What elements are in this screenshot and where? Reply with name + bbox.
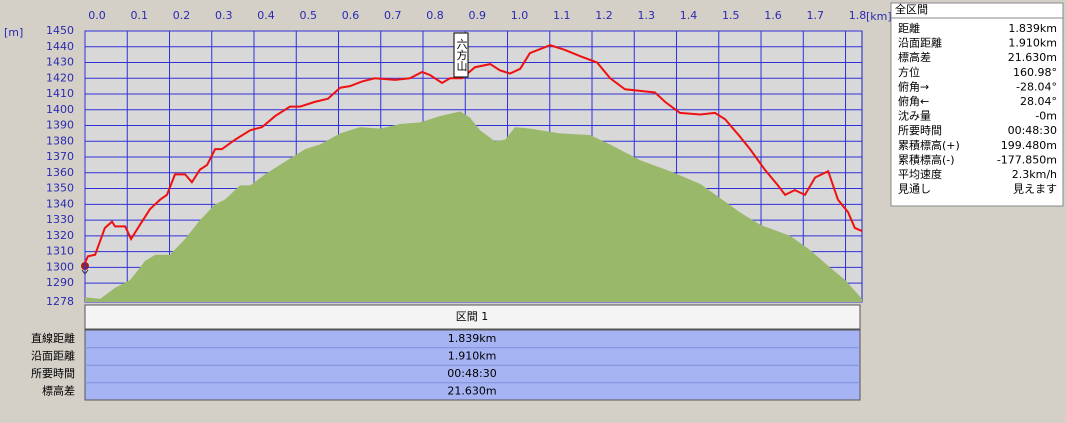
y-tick-label: 1450 <box>46 24 74 37</box>
y-tick-label: 1410 <box>46 87 74 100</box>
section-label: 沿面距離 <box>31 349 75 363</box>
x-tick-label: 1.3 <box>638 9 656 22</box>
panel-label: 距離 <box>898 21 920 35</box>
panel-label: 平均速度 <box>898 167 942 181</box>
x-tick-label: 1.8 <box>849 9 867 22</box>
y-tick-label: 1360 <box>46 166 74 179</box>
panel-label: 沈み量 <box>898 109 931 123</box>
x-tick-label: 0.4 <box>257 9 275 22</box>
x-tick-label: 0.1 <box>131 9 149 22</box>
panel-value: 00:48:30 <box>1008 124 1057 137</box>
x-tick-label: 1.2 <box>595 9 613 22</box>
x-tick-label: 0.2 <box>173 9 191 22</box>
x-tick-label: 1.4 <box>680 9 698 22</box>
y-tick-label: 1290 <box>46 276 74 289</box>
panel-value: -177.850m <box>997 153 1057 166</box>
y-tick-label: 1380 <box>46 134 74 147</box>
panel-label: 沿面距離 <box>898 36 942 50</box>
terrain-area <box>85 111 862 303</box>
panel-value: -28.04° <box>1016 80 1057 93</box>
x-tick-label: 1.0 <box>511 9 529 22</box>
panel-label: 俯角← <box>898 94 929 108</box>
panel-value: 21.630m <box>1008 51 1057 64</box>
panel-label: 累積標高(-) <box>898 152 955 166</box>
panel-label: 方位 <box>898 65 920 79</box>
annotation-box <box>453 32 469 78</box>
x-tick-label: 1.7 <box>807 9 825 22</box>
panel-value: 見えます <box>1013 183 1057 196</box>
panel-value: 160.98° <box>1013 66 1057 79</box>
panel-label: 見通し <box>898 183 931 196</box>
x-tick-label: 0.8 <box>426 9 444 22</box>
panel-label: 累積標高(+) <box>898 138 960 152</box>
panel-value: 199.480m <box>1001 139 1057 152</box>
y-tick-label: 1330 <box>46 213 74 226</box>
y-unit: [m] <box>4 26 23 39</box>
side-panel-title: 全区間 <box>895 2 928 16</box>
section-value: 21.630m <box>447 385 496 398</box>
x-tick-label: 0.6 <box>342 9 360 22</box>
annotation: 六方山 <box>455 38 468 71</box>
section-value: 1.839km <box>448 332 497 345</box>
y-tick-label: 1310 <box>46 245 74 258</box>
section-label: 直線距離 <box>31 331 75 345</box>
panel-value: 28.04° <box>1020 95 1057 108</box>
y-tick-label: 1390 <box>46 119 74 132</box>
y-tick-label: 1350 <box>46 182 74 195</box>
panel-value: 2.3km/h <box>1012 168 1057 181</box>
y-tick-label: 1420 <box>46 71 74 84</box>
side-panel <box>890 2 1064 207</box>
panel-label: 所要時間 <box>898 124 942 137</box>
y-tick-label: 1340 <box>46 197 74 210</box>
y-tick-label: 1400 <box>46 103 74 116</box>
panel-label: 標高差 <box>898 50 931 64</box>
x-tick-label: 0.5 <box>300 9 318 22</box>
y-tick-label: 1430 <box>46 56 74 69</box>
x-tick-label: 1.5 <box>722 9 740 22</box>
y-tick-label: 1320 <box>46 229 74 242</box>
route-line <box>84 44 863 264</box>
x-tick-label: 1.6 <box>764 9 782 22</box>
x-tick-label: 0.3 <box>215 9 233 22</box>
x-tick-label: 0.7 <box>384 9 402 22</box>
section-label: 標高差 <box>42 384 75 398</box>
x-tick-label: 0.0 <box>88 9 106 22</box>
y-tick-label: 1300 <box>46 260 74 273</box>
section-header <box>84 304 861 330</box>
section-label: 所要時間 <box>31 367 75 380</box>
section-title: 区間 1 <box>456 310 489 323</box>
y-tick-label: 1278 <box>46 295 74 308</box>
y-tick-label: 1440 <box>46 40 74 53</box>
y-tick-label: 1370 <box>46 150 74 163</box>
panel-value: -0m <box>1035 110 1057 123</box>
x-tick-label: 1.1 <box>553 9 571 22</box>
x-tick-label: 0.9 <box>469 9 487 22</box>
panel-label: 俯角→ <box>898 79 929 93</box>
section-value: 00:48:30 <box>447 367 496 380</box>
x-unit: [km] <box>866 10 892 23</box>
section-value: 1.910km <box>448 350 497 363</box>
panel-value: 1.910km <box>1008 37 1057 50</box>
panel-value: 1.839km <box>1008 22 1057 35</box>
